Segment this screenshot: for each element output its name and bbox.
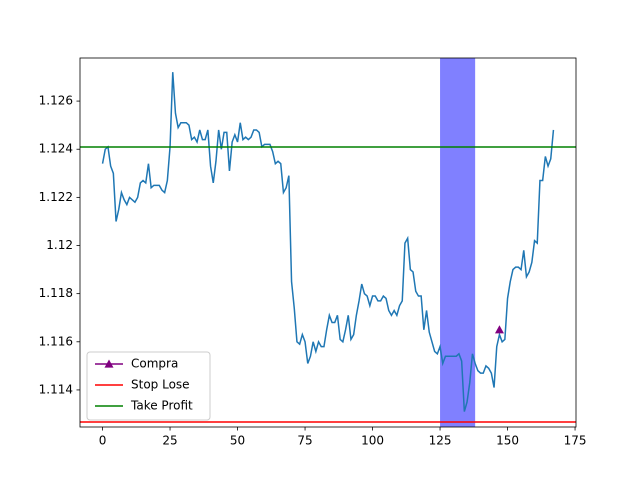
x-tick-label: 0: [99, 434, 107, 448]
y-tick-label: 1.114: [39, 382, 73, 396]
legend-label: Stop Lose: [131, 378, 190, 392]
x-tick-label: 75: [297, 434, 312, 448]
x-tick-label: 50: [230, 434, 245, 448]
y-tick-label: 1.126: [39, 94, 73, 108]
buy-marker: [494, 325, 504, 334]
plot-frame: [79, 57, 577, 428]
y-tick-label: 1.124: [39, 142, 73, 156]
highlight-span: [440, 58, 476, 427]
x-tick-label: 175: [564, 434, 587, 448]
legend-label: Compra: [131, 357, 178, 371]
legend-box: [86, 351, 211, 421]
y-tick-label: 1.12: [46, 238, 73, 252]
x-tick-label: 125: [429, 434, 452, 448]
legend-label: Take Profit: [130, 399, 193, 413]
y-tick-label: 1.122: [39, 190, 73, 204]
x-tick-label: 100: [361, 434, 384, 448]
legend-marker: [104, 359, 114, 368]
x-tick-label: 150: [496, 434, 519, 448]
y-tick-label: 1.116: [39, 334, 73, 348]
price-line: [101, 72, 555, 412]
x-tick-label: 25: [162, 434, 177, 448]
y-tick-label: 1.118: [39, 286, 73, 300]
